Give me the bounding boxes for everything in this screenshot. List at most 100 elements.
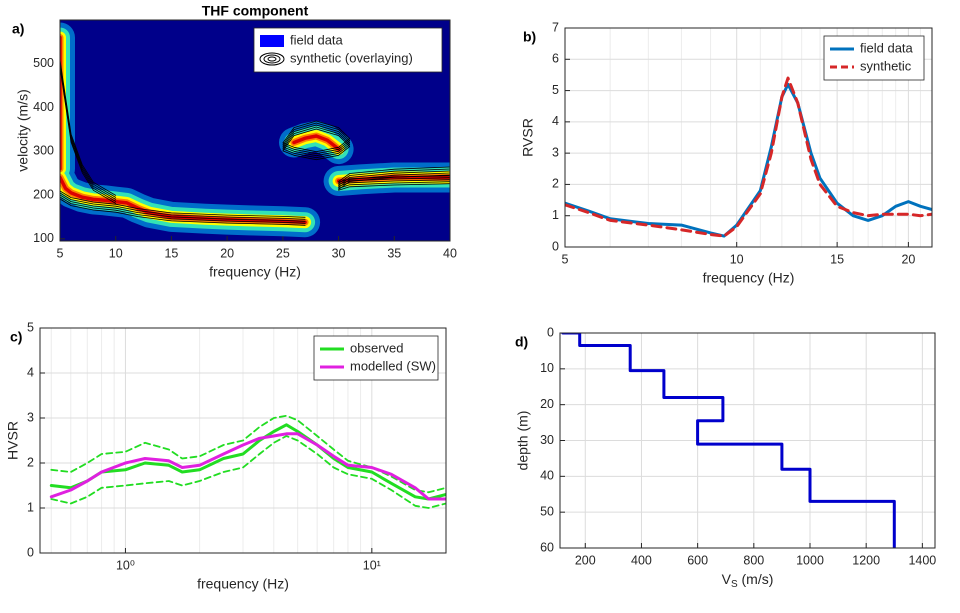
y-tick-label: 40 bbox=[540, 469, 554, 483]
x-axis-label: VS (m/s) bbox=[722, 571, 774, 590]
axes-box bbox=[59, 19, 451, 242]
x-tick-label: 35 bbox=[387, 246, 401, 260]
y-tick-label: 500 bbox=[33, 56, 54, 70]
x-tick-label: 10¹ bbox=[363, 558, 381, 572]
y-tick-label: 20 bbox=[540, 397, 554, 411]
x-axis-label: frequency (Hz) bbox=[209, 264, 301, 280]
legend-box bbox=[823, 35, 925, 81]
series-line bbox=[49, 423, 446, 501]
y-tick-label: 5 bbox=[552, 83, 559, 97]
legend-swatch bbox=[263, 54, 281, 64]
contour bbox=[60, 67, 450, 226]
x-tick-label: 1200 bbox=[852, 553, 880, 567]
contour bbox=[60, 59, 450, 218]
axes-box bbox=[564, 27, 933, 248]
plot-area bbox=[49, 414, 446, 509]
x-tick-label: 5 bbox=[562, 252, 569, 266]
contour bbox=[60, 63, 450, 222]
y-tick-label: 2 bbox=[27, 455, 34, 469]
chart-title: THF component bbox=[202, 3, 309, 19]
x-tick-label: 400 bbox=[631, 553, 652, 567]
legend-label: field data bbox=[290, 32, 344, 47]
x-axis-label-sub: S bbox=[731, 579, 738, 590]
series-line bbox=[565, 82, 932, 238]
x-tick-label: 800 bbox=[743, 553, 764, 567]
x-tick-label: 15 bbox=[164, 246, 178, 260]
plot-area bbox=[60, 22, 450, 238]
contour bbox=[60, 65, 450, 224]
legend-swatch bbox=[267, 56, 277, 62]
x-tick-label: 1400 bbox=[908, 553, 936, 567]
x-tick-label: 600 bbox=[687, 553, 708, 567]
contour bbox=[60, 61, 450, 220]
y-tick-label: 300 bbox=[33, 144, 54, 158]
y-tick-label: 200 bbox=[33, 187, 54, 201]
y-tick-label: 3 bbox=[552, 145, 559, 159]
legend-label: synthetic bbox=[860, 58, 912, 73]
y-tick-label: 4 bbox=[552, 114, 559, 128]
y-tick-label: 6 bbox=[552, 52, 559, 66]
y-tick-label: 100 bbox=[33, 231, 54, 245]
series-line bbox=[565, 76, 932, 238]
x-tick-label: 1000 bbox=[796, 553, 824, 567]
y-axis-label: depth (m) bbox=[515, 411, 531, 471]
panel: 5 10 15 20 0 1 2 3 4 5 6 7 b) frequency (Hz) RVSR field… bbox=[520, 20, 933, 286]
legend-swatch bbox=[259, 52, 285, 66]
x-axis-label: frequency (Hz) bbox=[703, 270, 795, 286]
y-tick-label: 50 bbox=[540, 504, 554, 518]
y-tick-label: 1 bbox=[552, 208, 559, 222]
panel-label: c) bbox=[10, 329, 22, 345]
y-axis-label: velocity (m/s) bbox=[15, 89, 31, 171]
x-tick-label: 30 bbox=[332, 246, 346, 260]
x-axis-label-unit: (m/s) bbox=[738, 571, 774, 587]
y-axis-label: HVSR bbox=[5, 421, 21, 460]
plot-area bbox=[561, 333, 896, 548]
y-tick-label: 5 bbox=[27, 320, 34, 334]
y-tick-label: 4 bbox=[27, 365, 34, 379]
legend-label: field data bbox=[860, 40, 914, 55]
panel-label: b) bbox=[523, 29, 536, 45]
y-tick-label: 0 bbox=[552, 239, 559, 253]
y-tick-label: 0 bbox=[27, 545, 34, 559]
legend-box bbox=[313, 335, 439, 381]
x-axis-label-main: V bbox=[722, 571, 732, 587]
x-tick-label: 20 bbox=[220, 246, 234, 260]
y-tick-label: 2 bbox=[552, 177, 559, 191]
legend-swatch bbox=[260, 35, 284, 47]
x-tick-label: 200 bbox=[575, 553, 596, 567]
y-tick-label: 3 bbox=[27, 410, 34, 424]
x-tick-label: 25 bbox=[276, 246, 290, 260]
y-tick-label: 1 bbox=[27, 500, 34, 514]
y-tick-label: 7 bbox=[552, 20, 559, 34]
panel: 5 10 15 20 25 30 35 40 100 200 300 400 500 a) THF comp… bbox=[12, 3, 457, 280]
panel-label: a) bbox=[12, 21, 24, 37]
ridge bbox=[60, 35, 450, 224]
x-tick-label: 5 bbox=[57, 246, 64, 260]
y-tick-label: 10 bbox=[540, 361, 554, 375]
panel-label: d) bbox=[515, 334, 528, 350]
x-axis-label: frequency (Hz) bbox=[197, 576, 289, 592]
legend-label: modelled (SW) bbox=[350, 358, 436, 373]
legend-label: synthetic (overlaying) bbox=[290, 50, 413, 65]
y-tick-label: 30 bbox=[540, 433, 554, 447]
y-tick-label: 0 bbox=[547, 325, 554, 339]
x-tick-label: 15 bbox=[830, 252, 844, 266]
panel: 10⁰ 10¹ 0 1 2 3 4 5 c) frequency (Hz) HVSR observed… bbox=[5, 320, 447, 592]
panel: 200 400 600 800 1000 1200 1400 0 10 20 30 40 50 60 d) V… bbox=[515, 325, 937, 589]
x-tick-label: 10 bbox=[109, 246, 123, 260]
profile bbox=[561, 333, 896, 548]
axes-box bbox=[39, 327, 447, 554]
x-tick-label: 10⁰ bbox=[116, 558, 135, 572]
x-tick-label: 40 bbox=[443, 246, 457, 260]
legend-box bbox=[253, 27, 443, 73]
plot-area bbox=[565, 76, 932, 238]
series-line bbox=[49, 432, 446, 501]
y-axis-label: RVSR bbox=[520, 118, 536, 157]
lower-bound bbox=[50, 435, 446, 509]
y-tick-label: 60 bbox=[540, 540, 554, 554]
y-tick-label: 400 bbox=[33, 100, 54, 114]
axes-box bbox=[559, 332, 936, 549]
x-tick-label: 20 bbox=[901, 252, 915, 266]
x-tick-label: 10 bbox=[730, 252, 744, 266]
